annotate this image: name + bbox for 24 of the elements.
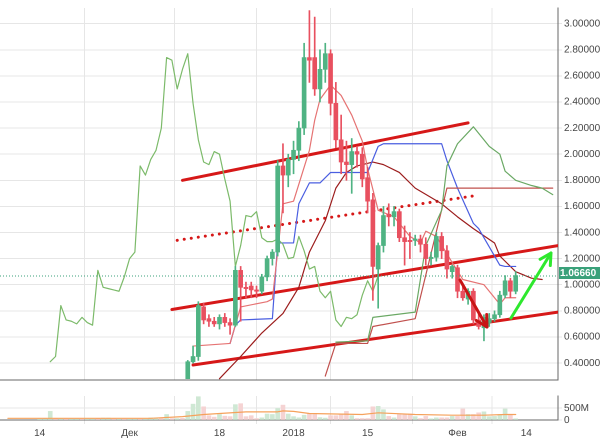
y-tick-label: 1.40000 xyxy=(564,227,600,238)
y-tick-label: 0 xyxy=(564,414,570,426)
y-tick-label: 0.60000 xyxy=(564,332,600,343)
y-tick-label: 2.60000 xyxy=(564,70,600,82)
x-tick-label: 18 xyxy=(214,428,226,439)
y-tick-label: 2.00000 xyxy=(564,148,600,160)
y-tick-label: 1.00000 xyxy=(564,279,600,290)
x-tick-label: 15 xyxy=(362,428,374,439)
x-tick-label: Дек xyxy=(121,428,139,439)
y-tick-label: 0.40000 xyxy=(564,358,600,369)
y-tick-label: 3.00000 xyxy=(564,18,600,30)
y-tick-label: 1.60000 xyxy=(564,201,600,212)
x-tick-label: 14 xyxy=(520,428,532,439)
x-tick-label: 2018 xyxy=(282,428,306,439)
y-tick-label: 1.20000 xyxy=(564,253,600,264)
ref-line-label: 1.06660 xyxy=(560,268,597,279)
y-tick-label: 0.80000 xyxy=(564,306,600,317)
y-tick-label: 2.20000 xyxy=(564,122,600,134)
y-tick-label: 500M xyxy=(564,402,590,414)
y-tick-label: 2.80000 xyxy=(564,44,600,56)
x-tick-label: Фев xyxy=(448,428,467,439)
y-tick-label: 1.80000 xyxy=(564,175,600,186)
y-tick-label: 2.40000 xyxy=(564,96,600,108)
x-tick-label: 14 xyxy=(34,428,46,439)
